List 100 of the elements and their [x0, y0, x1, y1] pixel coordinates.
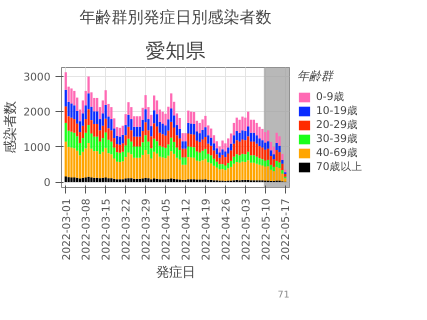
bar — [192, 179, 196, 182]
bar — [256, 156, 258, 164]
x-tick-label: 2022-03-29 — [140, 198, 153, 260]
bar — [190, 134, 192, 147]
bar — [170, 138, 172, 152]
bar — [136, 116, 138, 127]
bar — [122, 161, 124, 180]
bar — [187, 133, 190, 147]
bar — [178, 180, 181, 182]
bar — [284, 170, 286, 172]
bar — [247, 180, 250, 182]
bar — [198, 152, 201, 162]
bar — [73, 132, 76, 148]
bar — [102, 178, 104, 182]
bar — [104, 177, 107, 182]
bar — [190, 146, 192, 158]
bar — [276, 160, 278, 167]
bar — [252, 132, 256, 142]
bar — [256, 122, 258, 136]
bar — [178, 128, 181, 138]
bar — [170, 151, 172, 179]
bar — [256, 144, 258, 157]
bar — [162, 134, 164, 147]
bar — [181, 141, 184, 149]
y-axis-title: 感染者数 — [3, 102, 18, 154]
x-tick-label: 2022-03-01 — [60, 198, 73, 260]
bar — [162, 157, 164, 180]
y-tick-label: 2000 — [23, 106, 51, 119]
x-tick-label: 2022-05-03 — [239, 198, 252, 260]
bar — [252, 120, 256, 133]
legend-label: 40-69歳 — [316, 146, 358, 160]
bar — [247, 160, 250, 180]
legend-title: 年齢群 — [297, 68, 335, 85]
bar — [264, 160, 266, 167]
bar — [276, 142, 278, 150]
x-tick-label: 2022-03-15 — [100, 198, 113, 260]
bar — [264, 132, 266, 143]
bar — [76, 178, 78, 182]
bar — [227, 168, 230, 181]
bar — [162, 124, 164, 134]
bar — [122, 134, 124, 144]
bar — [278, 152, 281, 162]
bar — [218, 164, 221, 170]
bar — [196, 160, 198, 180]
bar — [238, 120, 241, 133]
bar — [152, 110, 156, 124]
bar — [130, 142, 132, 154]
bar — [187, 110, 190, 123]
bar — [261, 140, 264, 148]
bar — [122, 126, 124, 135]
bar — [216, 154, 218, 162]
bar — [272, 166, 275, 172]
bar — [118, 179, 122, 182]
bar — [127, 178, 130, 182]
bar — [252, 142, 256, 156]
bar — [198, 180, 201, 182]
bar — [76, 150, 78, 178]
bar — [158, 156, 161, 180]
bar — [190, 124, 192, 134]
bar — [261, 159, 264, 166]
bar — [133, 178, 136, 182]
bar — [204, 179, 207, 182]
bar — [236, 154, 238, 162]
x-tick-label: 2022-04-05 — [160, 198, 173, 260]
legend-label: 30-39歳 — [316, 132, 358, 146]
bar — [158, 179, 161, 182]
bar — [147, 178, 150, 182]
bar — [272, 171, 275, 181]
bar — [221, 140, 224, 150]
y-tick-label: 3000 — [23, 70, 51, 84]
bar — [130, 178, 132, 182]
bar — [207, 180, 210, 182]
bar — [82, 152, 84, 178]
bar — [104, 148, 107, 178]
bar — [276, 132, 278, 143]
bar — [98, 178, 102, 182]
bar — [184, 157, 187, 165]
x-tick-label: 2022-04-26 — [219, 198, 232, 260]
bar — [190, 157, 192, 180]
bar — [110, 178, 113, 182]
bar — [236, 131, 238, 140]
bar — [162, 179, 164, 182]
bar — [167, 178, 170, 182]
x-axis-title: 発症日 — [156, 265, 195, 280]
bar — [236, 118, 238, 132]
bar — [138, 178, 142, 182]
bar — [122, 179, 124, 182]
bar — [84, 177, 87, 182]
bar — [266, 160, 270, 166]
legend-label: 70歳以上 — [316, 160, 363, 174]
bar — [130, 154, 132, 178]
bar — [252, 162, 256, 180]
bar — [258, 158, 261, 165]
bar — [244, 162, 246, 180]
bar — [218, 169, 221, 181]
text: 71 — [278, 290, 290, 300]
bar — [238, 142, 241, 156]
bar — [244, 180, 246, 182]
legend-label: 20-29歳 — [316, 118, 358, 132]
x-tick-label: 2022-04-12 — [179, 198, 192, 260]
